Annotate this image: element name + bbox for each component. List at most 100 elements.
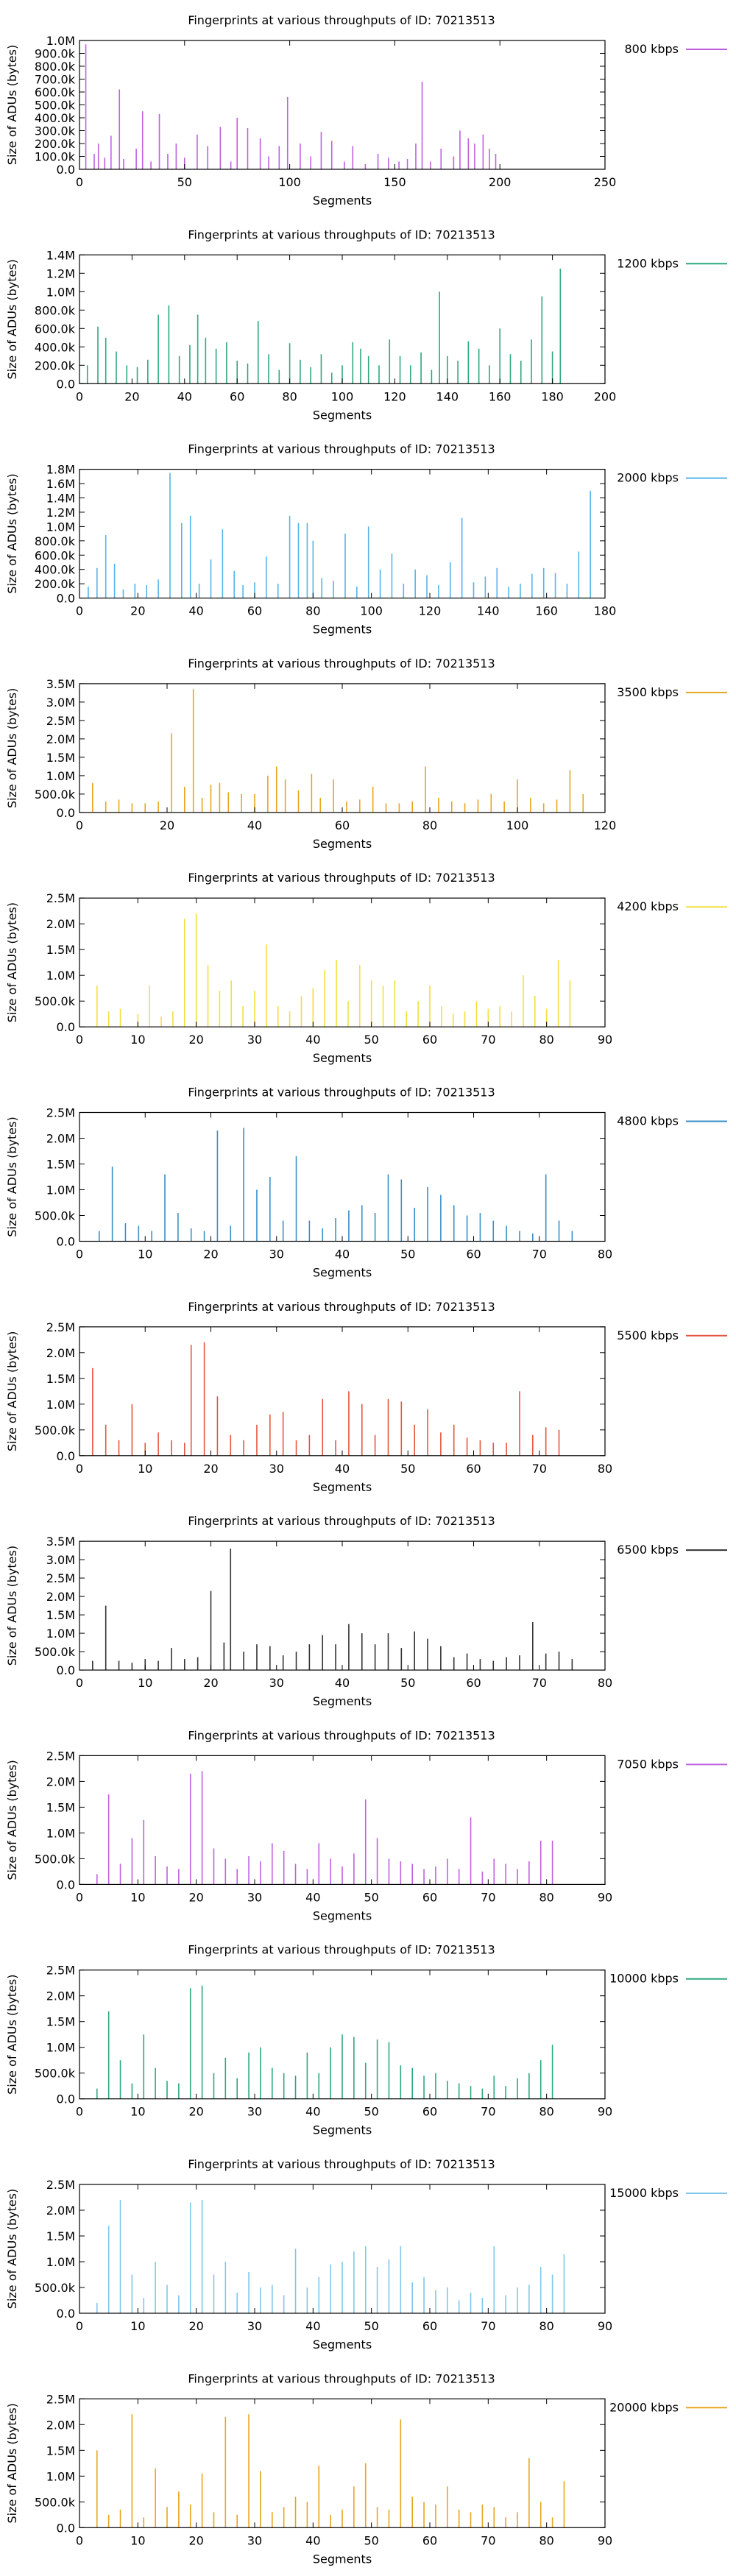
plot-frame (79, 40, 606, 170)
y-tick-label: 2.0M (46, 2204, 75, 2218)
plot-frame (79, 1755, 606, 1885)
y-tick-label: 0.0 (57, 1449, 75, 1463)
chart-title: Fingerprints at various throughputs of I… (188, 657, 495, 670)
x-tick-label: 30 (269, 1462, 284, 1476)
x-tick-label: 30 (269, 1676, 284, 1690)
y-tick-label: 1.4M (46, 491, 75, 505)
chart-panel: Fingerprints at various throughputs of I… (5, 871, 727, 1065)
x-tick-label: 60 (422, 2533, 437, 2547)
chart-panel: Fingerprints at various throughputs of I… (5, 2371, 727, 2566)
y-tick-label: 3.5M (46, 1535, 75, 1549)
y-tick-label: 300.0k (35, 124, 76, 138)
y-tick-label: 2.0M (46, 1132, 75, 1146)
y-tick-label: 2.5M (46, 2392, 75, 2406)
bar-series (85, 44, 497, 169)
y-tick-label: 1.2M (46, 506, 75, 520)
x-tick-label: 40 (305, 2533, 320, 2547)
chart-panel: Fingerprints at various throughputs of I… (5, 657, 727, 851)
x-tick-label: 0 (76, 2319, 83, 2333)
y-tick-label: 800.0k (35, 60, 76, 74)
y-tick-label: 200.0k (35, 577, 76, 591)
plot-frame (79, 1540, 606, 1671)
x-tick-label: 10 (130, 2319, 145, 2333)
x-tick-label: 80 (598, 1248, 612, 1262)
x-tick-label: 20 (203, 1248, 218, 1262)
y-axis-label: Size of ADUs (bytes) (5, 1546, 19, 1666)
y-tick-label: 500.0k (35, 1645, 76, 1659)
y-tick-label: 1.5M (46, 1800, 75, 1814)
x-tick-label: 20 (160, 818, 174, 832)
x-tick-label: 80 (539, 2533, 553, 2547)
x-tick-label: 30 (247, 2319, 262, 2333)
x-axis-label: Segments (313, 1694, 372, 1708)
chart-panel: Fingerprints at various throughputs of I… (5, 442, 727, 637)
x-tick-label: 90 (598, 2533, 612, 2547)
y-tick-label: 500.0k (35, 2067, 76, 2081)
y-axis-label: Size of ADUs (bytes) (5, 1331, 19, 1451)
legend-label: 15000 kbps (609, 2186, 679, 2200)
x-tick-label: 0 (76, 2105, 83, 2119)
x-tick-label: 250 (594, 175, 617, 189)
x-tick-label: 10 (130, 2105, 145, 2119)
y-tick-label: 2.0M (46, 732, 75, 746)
chart-title: Fingerprints at various throughputs of I… (188, 1300, 495, 1314)
x-tick-label: 50 (364, 1033, 378, 1047)
x-tick-label: 0 (76, 1033, 83, 1047)
x-tick-label: 150 (383, 175, 406, 189)
x-tick-label: 90 (598, 1890, 612, 1904)
x-tick-label: 50 (364, 2319, 378, 2333)
y-tick-label: 0.0 (57, 377, 75, 391)
y-tick-label: 0.0 (57, 1663, 75, 1677)
x-tick-label: 200 (489, 175, 512, 189)
chart-title: Fingerprints at various throughputs of I… (188, 871, 495, 885)
x-tick-label: 180 (594, 604, 617, 618)
x-tick-label: 50 (364, 2105, 378, 2119)
y-tick-label: 1.0M (46, 2041, 75, 2055)
y-tick-label: 2.5M (46, 1571, 75, 1585)
y-tick-label: 2.5M (46, 1964, 75, 1978)
y-tick-label: 1.5M (46, 2444, 75, 2458)
y-tick-label: 2.0M (46, 1590, 75, 1604)
y-tick-label: 800.0k (35, 534, 76, 548)
y-tick-label: 2.0M (46, 2418, 75, 2432)
x-tick-label: 20 (188, 1890, 203, 1904)
y-tick-label: 2.5M (46, 2178, 75, 2192)
y-tick-label: 2.0M (46, 917, 75, 931)
x-tick-label: 80 (282, 389, 297, 403)
legend-label: 7050 kbps (617, 1757, 679, 1771)
y-tick-label: 2.5M (46, 1320, 75, 1334)
x-tick-label: 60 (466, 1462, 481, 1476)
x-tick-label: 30 (247, 2533, 262, 2547)
x-axis-label: Segments (313, 837, 372, 851)
x-tick-label: 0 (76, 604, 83, 618)
chart-panel: Fingerprints at various throughputs of I… (5, 2157, 727, 2352)
y-tick-label: 3.5M (46, 677, 75, 691)
x-tick-label: 80 (539, 2105, 553, 2119)
y-tick-label: 1.6M (46, 477, 75, 491)
y-tick-label: 500.0k (35, 1209, 76, 1223)
y-tick-label: 600.0k (35, 85, 76, 99)
y-tick-label: 700.0k (35, 73, 76, 87)
x-tick-label: 0 (76, 1890, 83, 1904)
y-tick-label: 2.0M (46, 1346, 75, 1360)
y-tick-label: 3.0M (46, 1553, 75, 1567)
y-tick-label: 1.5M (46, 1608, 75, 1622)
y-tick-label: 200.0k (35, 358, 76, 372)
y-axis-label: Size of ADUs (bytes) (5, 2189, 19, 2309)
x-axis-label: Segments (313, 1908, 372, 1922)
bar-series (86, 269, 562, 384)
x-tick-label: 70 (481, 2533, 495, 2547)
x-axis-label: Segments (313, 2123, 372, 2137)
x-axis-label: Segments (313, 194, 372, 208)
x-tick-label: 50 (177, 175, 192, 189)
x-tick-label: 60 (422, 1033, 437, 1047)
y-tick-label: 1.0M (46, 285, 75, 299)
y-tick-label: 500.0k (35, 994, 76, 1008)
x-tick-label: 20 (188, 2319, 203, 2333)
x-tick-label: 100 (506, 818, 529, 832)
x-tick-label: 60 (466, 1676, 481, 1690)
bar-series (96, 1771, 553, 1885)
legend-label: 20000 kbps (609, 2400, 679, 2414)
chart-title: Fingerprints at various throughputs of I… (188, 1728, 495, 1742)
chart-title: Fingerprints at various throughputs of I… (188, 2371, 495, 2385)
